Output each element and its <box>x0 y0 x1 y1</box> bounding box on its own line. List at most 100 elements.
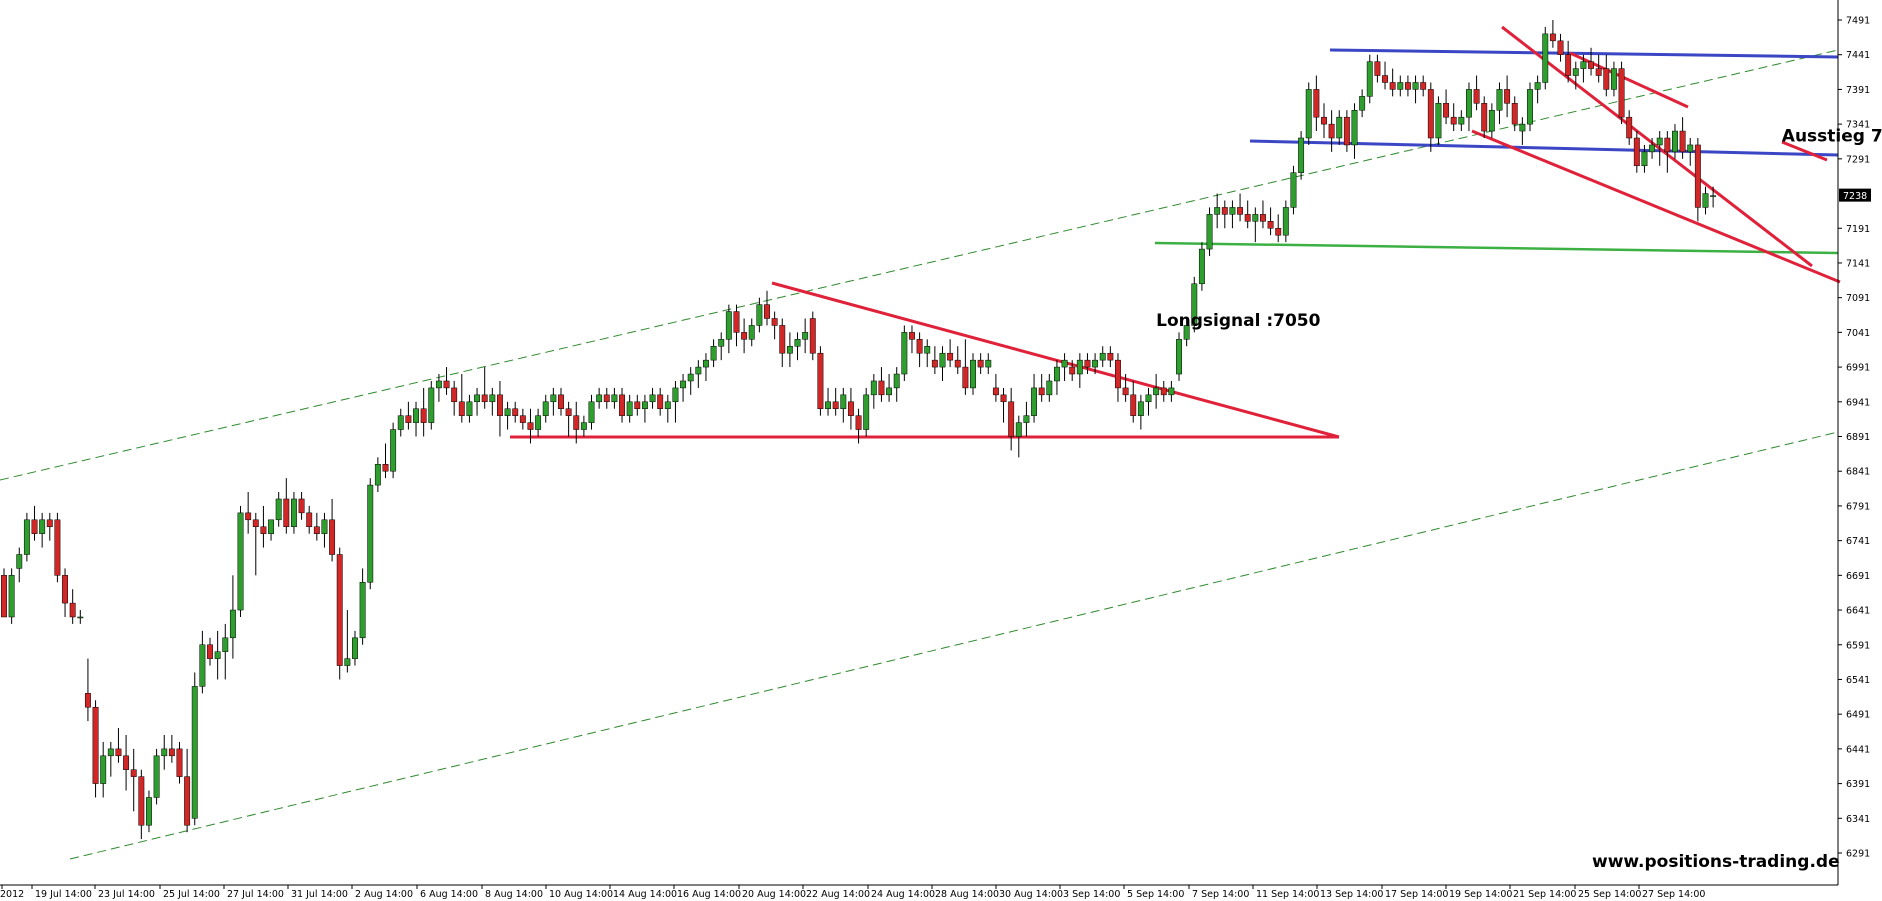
candle-body <box>458 401 465 416</box>
candle <box>1076 353 1083 388</box>
y-tick-label: 7441 <box>1846 50 1870 61</box>
candle <box>1237 193 1244 222</box>
candle <box>527 408 534 444</box>
candle-body <box>92 706 99 784</box>
candle-body <box>474 394 481 403</box>
candle-body <box>1435 103 1442 139</box>
candle <box>779 318 786 368</box>
x-tick-label: 10 Aug 14:00 <box>549 889 613 900</box>
candle-body <box>1137 401 1144 416</box>
candle-body <box>1115 359 1121 389</box>
candle <box>275 492 282 527</box>
candle <box>1084 353 1091 375</box>
candle-body <box>1145 394 1152 403</box>
candle-body <box>1496 89 1503 111</box>
candle <box>1046 374 1053 402</box>
candle-body <box>588 401 595 423</box>
candle-body <box>329 519 336 555</box>
current-price-label: 7238 <box>1843 191 1867 202</box>
x-tick-label: 25 Sep 14:00 <box>1578 889 1641 900</box>
candle <box>664 394 671 423</box>
wedge-lower-line <box>1471 129 1841 284</box>
candle-body <box>1130 394 1137 416</box>
candle <box>947 339 954 368</box>
candle <box>1351 103 1358 159</box>
candle <box>687 367 694 395</box>
candle-body <box>1664 137 1671 153</box>
candle-body <box>161 748 168 757</box>
candle <box>1427 82 1434 152</box>
candle <box>1420 75 1427 97</box>
candle <box>153 748 160 805</box>
candle <box>1023 401 1030 437</box>
candle <box>1672 124 1678 159</box>
watermark: www.positions-trading.de <box>1592 852 1840 872</box>
candle <box>390 422 397 479</box>
candle-body <box>1031 387 1037 416</box>
candle-body <box>1328 123 1335 139</box>
candle <box>1633 131 1640 173</box>
candle-body <box>962 366 969 389</box>
candle <box>1527 82 1533 132</box>
candle-body <box>863 394 870 430</box>
candle-body <box>756 304 763 326</box>
candle-body <box>359 582 366 639</box>
candle-body <box>31 519 38 534</box>
candle-body <box>1511 103 1518 125</box>
candle <box>1099 346 1106 368</box>
candle <box>168 734 175 763</box>
candle-body <box>802 332 809 340</box>
candle <box>1481 96 1488 139</box>
candle <box>1702 186 1709 215</box>
candle-body <box>1153 387 1160 396</box>
candle <box>1092 353 1099 375</box>
channel-upper-line <box>0 49 1839 481</box>
candle <box>1260 200 1266 229</box>
candle <box>1130 380 1137 423</box>
candle-body <box>1 575 7 618</box>
candle-body <box>1412 82 1419 90</box>
candle-body <box>405 415 412 423</box>
candle-body <box>1466 89 1472 118</box>
x-tick-label: 30 Aug 14:00 <box>999 889 1063 900</box>
candle-body <box>1633 137 1640 167</box>
candle-body <box>382 464 389 472</box>
candle <box>1153 374 1160 409</box>
candle-body <box>367 484 374 583</box>
candle-body <box>84 693 91 708</box>
candle <box>542 394 549 423</box>
candle <box>1504 75 1511 118</box>
candle <box>901 325 908 381</box>
y-tick-label: 6891 <box>1846 432 1870 443</box>
candles-layer <box>1 20 1717 840</box>
candle-body <box>489 394 496 403</box>
candle <box>222 623 229 680</box>
candle-body <box>1420 82 1427 90</box>
candle <box>1557 33 1564 62</box>
candle-body <box>840 394 847 409</box>
candle <box>443 367 450 395</box>
candle-body <box>1618 68 1625 118</box>
candle-body <box>481 394 488 403</box>
candle <box>1649 138 1656 159</box>
candle-body <box>1252 214 1259 222</box>
candle <box>1374 54 1381 83</box>
candle <box>855 408 862 444</box>
candle <box>1679 117 1686 159</box>
candle-body <box>1694 144 1701 208</box>
candle-body <box>519 415 526 423</box>
candle <box>352 630 358 666</box>
candle <box>634 394 641 416</box>
candle <box>1038 374 1045 402</box>
candle <box>1466 82 1472 132</box>
x-tick-label: 2012 <box>0 889 24 900</box>
x-tick-label: 3 Sep 14:00 <box>1063 889 1120 900</box>
candle <box>229 575 236 659</box>
candle-body <box>1374 61 1381 76</box>
candle-body <box>100 755 107 784</box>
candle-body <box>130 769 137 777</box>
candle-body <box>1076 359 1083 375</box>
candle-body <box>46 519 53 527</box>
candle <box>1267 207 1274 236</box>
y-tick-label: 6941 <box>1846 397 1870 408</box>
